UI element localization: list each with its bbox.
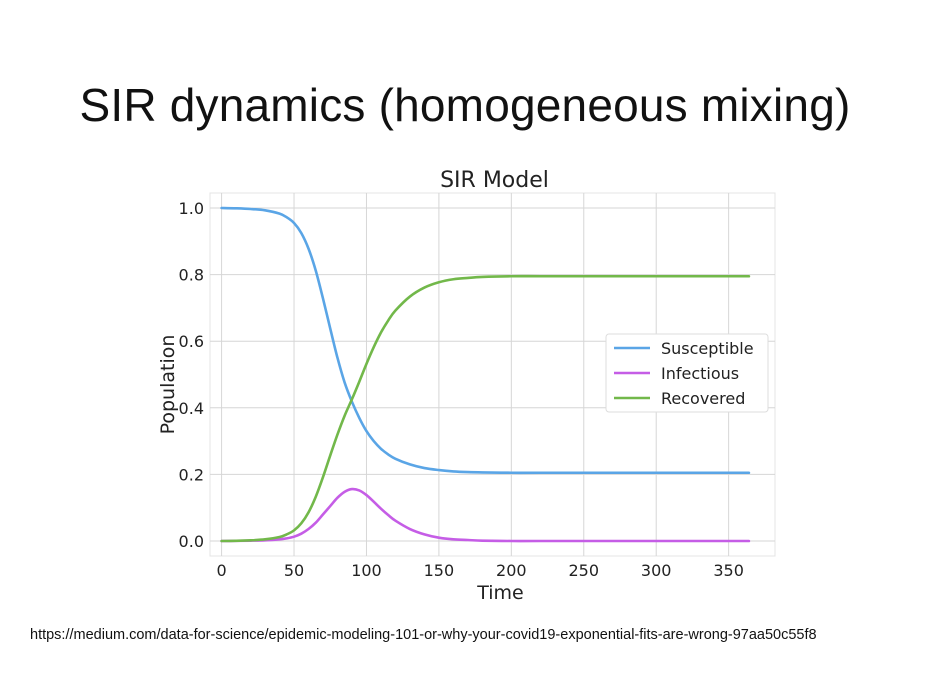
- source-link[interactable]: https://medium.com/data-for-science/epid…: [30, 627, 817, 643]
- y-tick-label: 0.8: [179, 266, 204, 285]
- y-tick-label: 1.0: [179, 199, 204, 218]
- x-tick-label: 0: [216, 561, 226, 580]
- legend-box: [605, 333, 769, 413]
- x-tick-label: 50: [284, 561, 304, 580]
- series-line-recovered: [220, 274, 751, 543]
- legend-label-infectious: Infectious: [661, 364, 739, 383]
- series-lines: [220, 206, 751, 543]
- x-tick-label: 100: [351, 561, 382, 580]
- y-tick-label: 0.0: [179, 532, 204, 551]
- chart-title: SIR Model: [440, 168, 549, 193]
- series-line-susceptible: [220, 206, 751, 475]
- x-axis-label: Time: [476, 582, 524, 604]
- y-tick-label: 0.2: [179, 465, 204, 484]
- legend: Susceptible Infectious Recovered: [605, 333, 769, 413]
- x-tick-label: 200: [496, 561, 527, 580]
- y-axis-label: Population: [157, 335, 179, 435]
- x-tick-label: 300: [641, 561, 672, 580]
- series-line-infectious: [220, 487, 751, 543]
- slide-title: SIR dynamics (homogeneous mixing): [79, 79, 851, 131]
- x-tick-label: 350: [713, 561, 744, 580]
- y-tick-label: 0.6: [179, 332, 204, 351]
- legend-label-susceptible: Susceptible: [661, 339, 754, 358]
- axis-ticks: 0 50 100 150 200 250 300 350 0.0 0.2 0.4 0.6 0.8 1.0: [179, 199, 744, 580]
- legend-label-recovered: Recovered: [661, 389, 745, 408]
- x-tick-label: 250: [568, 561, 599, 580]
- x-tick-label: 150: [424, 561, 455, 580]
- y-tick-label: 0.4: [179, 399, 204, 418]
